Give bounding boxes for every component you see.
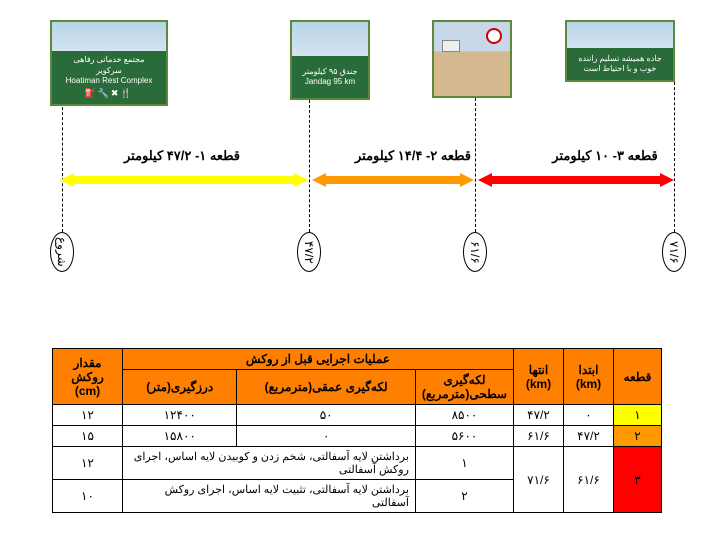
section-arrow-1 bbox=[60, 173, 308, 187]
row-color: ۲ bbox=[614, 426, 662, 447]
section-label-1: قطعه ۱- ۴۷/۲ کیلومتر bbox=[62, 148, 302, 164]
road-sign-2: جندق ۹۵ کیلومترJandag 95 km bbox=[290, 20, 370, 100]
th-surface: لکه‌گیری سطحی(مترمربع) bbox=[415, 370, 513, 405]
row-color: ۱ bbox=[614, 405, 662, 426]
table-row: ۳۶۱/۶۷۱/۶۱برداشتن لایه آسفالتی، شخم زدن … bbox=[53, 447, 662, 480]
road-sign-1: مجتمع خدماتی رفاهیسرکویرHoatiman Rest Co… bbox=[50, 20, 168, 106]
section-arrow-3 bbox=[478, 173, 674, 187]
table-row: ۱۰۴۷/۲۸۵۰۰۵۰۱۲۴۰۰۱۲ bbox=[53, 405, 662, 426]
th-start: ابتدا(km) bbox=[564, 349, 614, 405]
marker-2: ۶۱/۶ bbox=[463, 232, 487, 272]
vline-2 bbox=[475, 98, 476, 232]
th-deep: لکه‌گیری عمقی(مترمربع) bbox=[237, 370, 415, 405]
marker-3: ۷۱/۶ bbox=[662, 232, 686, 272]
th-section: قطعه bbox=[614, 349, 662, 405]
section-label-3: قطعه ۳- ۱۰ کیلومتر bbox=[520, 148, 690, 164]
th-overlay: مقدار روکش(cm) bbox=[53, 349, 123, 405]
operations-table: قطعهابتدا(km)انتها(km)عملیات اجرایی قبل … bbox=[52, 348, 662, 513]
th-crack: درزگیری(متر) bbox=[123, 370, 237, 405]
marker-0: شروع bbox=[50, 232, 74, 272]
th-ops: عملیات اجرایی قبل از روکش bbox=[123, 349, 514, 370]
section-label-2: قطعه ۲- ۱۴/۴ کیلومتر bbox=[328, 148, 498, 164]
th-end: انتها(km) bbox=[514, 349, 564, 405]
vline-0 bbox=[62, 107, 63, 232]
table-row: ۲۴۷/۲۶۱/۶۵۶۰۰۰۱۵۸۰۰۱۵ bbox=[53, 426, 662, 447]
vline-1 bbox=[309, 100, 310, 232]
road-sign-3 bbox=[432, 20, 512, 98]
marker-1: ۴۷/۲ bbox=[297, 232, 321, 272]
road-sign-4: جاده همیشه تسلیم رانندهخوب و با احتیاط ا… bbox=[565, 20, 675, 82]
row-color: ۳ bbox=[614, 447, 662, 513]
section-arrow-2 bbox=[312, 173, 474, 187]
